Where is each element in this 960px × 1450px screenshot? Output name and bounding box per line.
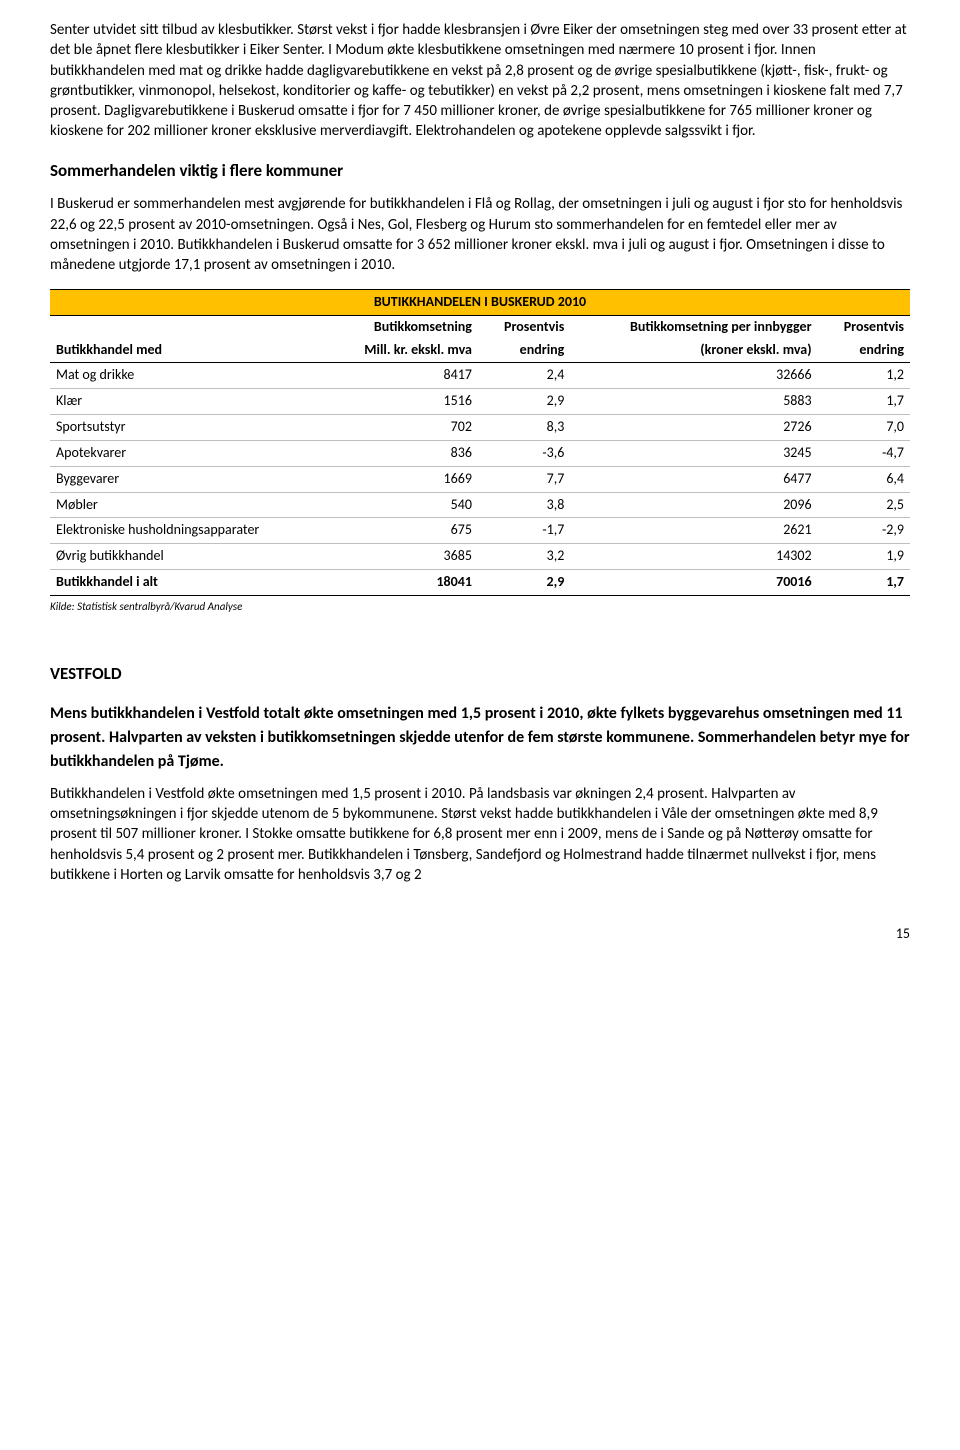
row-pros2: 1,7 — [818, 389, 910, 415]
row-perinn: 6477 — [570, 466, 817, 492]
table-row: Mat og drikke84172,4326661,2 — [50, 363, 910, 389]
row-pros2: 7,0 — [818, 414, 910, 440]
hdr-perinn-top: Butikkomsetning per innbygger — [570, 316, 817, 339]
page-number: 15 — [50, 925, 910, 944]
total-pros2: 1,7 — [818, 570, 910, 596]
row-label: Sportsutstyr — [50, 414, 325, 440]
total-pros1: 2,9 — [478, 570, 570, 596]
row-pros2: 6,4 — [818, 466, 910, 492]
row-pros2: 2,5 — [818, 492, 910, 518]
row-pros1: -3,6 — [478, 440, 570, 466]
table-row: Møbler5403,820962,5 — [50, 492, 910, 518]
row-label: Byggevarer — [50, 466, 325, 492]
table-row: Elektroniske husholdningsapparater675-1,… — [50, 518, 910, 544]
table-row: Øvrig butikkhandel36853,2143021,9 — [50, 544, 910, 570]
hdr-pros2-top: Prosentvis — [818, 316, 910, 339]
table-row: Klær15162,958831,7 — [50, 389, 910, 415]
row-oms: 1669 — [325, 466, 478, 492]
row-pros1: 2,9 — [478, 389, 570, 415]
row-perinn: 3245 — [570, 440, 817, 466]
hdr-pros2-bot: endring — [818, 339, 910, 362]
row-pros1: 2,4 — [478, 363, 570, 389]
total-oms: 18041 — [325, 570, 478, 596]
intro-paragraph: Senter utvidet sitt tilbud av klesbutikk… — [50, 20, 910, 142]
table-row: Byggevarer16697,764776,4 — [50, 466, 910, 492]
row-oms: 3685 — [325, 544, 478, 570]
vestfold-paragraph: Butikkhandelen i Vestfold økte omsetning… — [50, 784, 910, 885]
row-pros2: -2,9 — [818, 518, 910, 544]
row-perinn: 2726 — [570, 414, 817, 440]
table-row: Apotekvarer836-3,63245-4,7 — [50, 440, 910, 466]
table-title: BUTIKKHANDELEN I BUSKERUD 2010 — [50, 290, 910, 316]
row-pros1: 3,8 — [478, 492, 570, 518]
row-pros2: 1,2 — [818, 363, 910, 389]
row-pros1: 3,2 — [478, 544, 570, 570]
row-pros1: -1,7 — [478, 518, 570, 544]
section-heading-summer: Sommerhandelen viktig i flere kommuner — [50, 160, 910, 183]
row-perinn: 5883 — [570, 389, 817, 415]
hdr-perinn-bot: (kroner ekskl. mva) — [570, 339, 817, 362]
row-perinn: 14302 — [570, 544, 817, 570]
hdr-label-bot: Butikkhandel med — [50, 339, 325, 362]
row-oms: 675 — [325, 518, 478, 544]
row-pros1: 7,7 — [478, 466, 570, 492]
row-label: Øvrig butikkhandel — [50, 544, 325, 570]
row-perinn: 32666 — [570, 363, 817, 389]
section-paragraph-summer: I Buskerud er sommerhandelen mest avgjør… — [50, 194, 910, 275]
table-source: Kilde: Statistisk sentralbyrå/Kvarud Ana… — [50, 600, 910, 615]
row-perinn: 2621 — [570, 518, 817, 544]
row-label: Apotekvarer — [50, 440, 325, 466]
total-label: Butikkhandel i alt — [50, 570, 325, 596]
vestfold-lead: Mens butikkhandelen i Vestfold totalt øk… — [50, 702, 910, 774]
hdr-blank — [50, 316, 325, 339]
row-oms: 836 — [325, 440, 478, 466]
row-pros2: 1,9 — [818, 544, 910, 570]
row-oms: 702 — [325, 414, 478, 440]
hdr-oms-bot: Mill. kr. ekskl. mva — [325, 339, 478, 362]
row-oms: 1516 — [325, 389, 478, 415]
row-label: Mat og drikke — [50, 363, 325, 389]
row-pros2: -4,7 — [818, 440, 910, 466]
row-label: Elektroniske husholdningsapparater — [50, 518, 325, 544]
buskerud-table: BUTIKKHANDELEN I BUSKERUD 2010 Butikkoms… — [50, 289, 910, 596]
row-perinn: 2096 — [570, 492, 817, 518]
row-label: Møbler — [50, 492, 325, 518]
table-total-row: Butikkhandel i alt180412,9700161,7 — [50, 570, 910, 596]
row-pros1: 8,3 — [478, 414, 570, 440]
row-oms: 8417 — [325, 363, 478, 389]
hdr-oms-top: Butikkomsetning — [325, 316, 478, 339]
table-row: Sportsutstyr7028,327267,0 — [50, 414, 910, 440]
total-perinn: 70016 — [570, 570, 817, 596]
hdr-pros1-top: Prosentvis — [478, 316, 570, 339]
row-label: Klær — [50, 389, 325, 415]
row-oms: 540 — [325, 492, 478, 518]
vestfold-heading: VESTFOLD — [50, 663, 910, 686]
hdr-pros1-bot: endring — [478, 339, 570, 362]
